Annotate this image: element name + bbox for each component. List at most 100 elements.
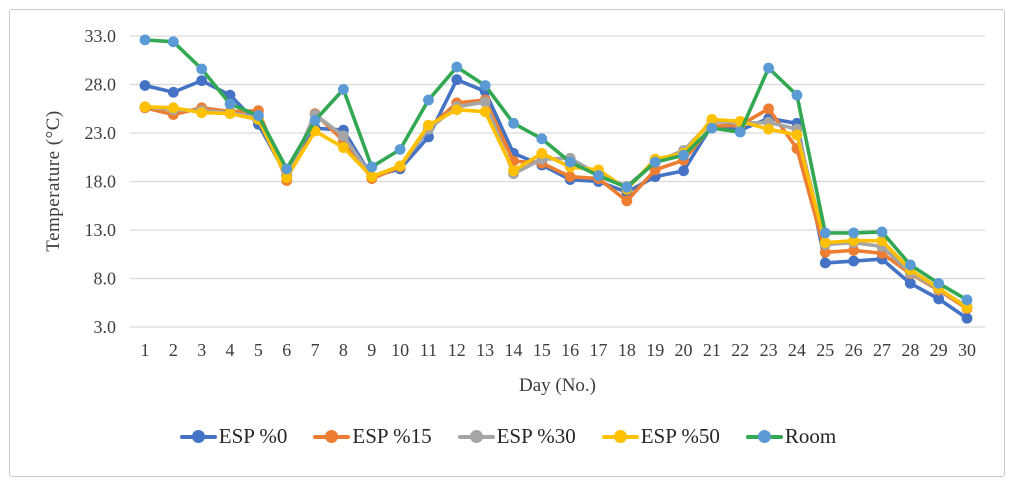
data-point-esp-15-day-16: [564, 171, 576, 183]
legend-label: ESP %50: [640, 424, 720, 448]
data-point-esp-15-day-23: [763, 103, 774, 115]
data-point-room-day-26: [848, 227, 860, 239]
legend-label: ESP %15: [352, 424, 432, 448]
legend-marker-icon: [745, 429, 783, 444]
data-point-room-day-24: [791, 89, 803, 101]
data-point-esp-50-day-1: [139, 101, 151, 113]
x-tick-label: 7: [311, 340, 320, 360]
x-tick-label: 18: [618, 340, 636, 360]
data-point-esp-15-day-25: [819, 246, 831, 258]
x-axis-title: Day (No.): [518, 375, 597, 396]
data-point-esp-0-day-26: [848, 255, 860, 267]
y-tick-label: 28.0: [85, 75, 117, 95]
data-point-esp-0-day-30: [961, 312, 973, 324]
data-point-esp-50-day-21: [706, 114, 718, 125]
data-point-room-day-18: [621, 181, 633, 193]
data-point-esp-50-day-9: [366, 171, 378, 183]
x-tick-label: 12: [448, 340, 466, 360]
data-point-esp-0-day-25: [819, 257, 831, 269]
data-point-esp-15-day-26: [848, 244, 860, 256]
legend-item-esp-15: ESP %15: [313, 424, 432, 448]
x-tick-label: 15: [533, 340, 551, 360]
y-tick-label: 8.0: [94, 269, 117, 289]
x-tick-label: 17: [590, 340, 608, 360]
data-point-room-day-5: [252, 110, 264, 121]
x-tick-label: 25: [816, 340, 834, 360]
x-tick-label: 22: [731, 340, 749, 360]
data-point-room-day-7: [309, 114, 321, 126]
data-point-esp-0-day-20: [678, 165, 689, 177]
data-point-room-day-16: [564, 156, 576, 168]
data-point-esp-15-day-19: [649, 164, 661, 176]
x-tick-label: 1: [141, 340, 150, 360]
legend-marker-icon: [179, 429, 217, 444]
x-tick-label: 11: [420, 340, 437, 360]
data-point-esp-50-day-2: [167, 102, 179, 114]
y-tick-label: 33.0: [85, 26, 117, 46]
x-tick-label: 2: [169, 340, 178, 360]
series-esp-0: [139, 74, 973, 324]
x-tick-label: 5: [254, 340, 263, 360]
data-point-room-day-21: [706, 122, 718, 134]
data-point-esp-50-day-10: [394, 160, 406, 172]
y-axis-tick-labels: 3.0 8.0 13.0 18.0 23.0 28.0 33.0: [85, 26, 117, 337]
data-point-room-day-20: [678, 149, 689, 161]
legend: ESP %0 ESP %15 ESP %30 ESP %50 Room: [0, 426, 1016, 447]
data-point-esp-50-day-6: [281, 172, 293, 184]
data-point-esp-50-day-23: [763, 123, 774, 135]
x-tick-label: 16: [561, 340, 579, 360]
series-line-esp-0: [143, 77, 969, 321]
x-axis-tick-labels: 1 2 3 4 5 6 7 8 9 10 11 12 13 14 15 16 17 18 19 20 21 22 23 24 2…: [141, 340, 977, 360]
x-tick-label: 6: [282, 340, 291, 360]
x-tick-label: 8: [339, 340, 348, 360]
y-tick-label: 18.0: [85, 172, 117, 192]
x-tick-label: 9: [367, 340, 376, 360]
data-point-room-day-27: [876, 226, 888, 238]
data-point-esp-50-day-3: [196, 107, 208, 119]
data-point-room-day-1: [139, 34, 151, 46]
legend-item-room: Room: [745, 424, 837, 448]
series-room: [139, 34, 973, 306]
y-tick-label: 13.0: [85, 220, 117, 240]
data-point-room-day-9: [366, 161, 378, 173]
x-tick-label: 29: [930, 340, 948, 360]
data-point-esp-15-day-18: [621, 195, 633, 207]
data-point-esp-30-day-8: [338, 130, 349, 142]
data-point-room-day-2: [167, 36, 179, 48]
data-point-room-day-14: [508, 117, 519, 129]
data-point-room-day-11: [423, 94, 434, 106]
legend-item-esp-50: ESP %50: [601, 424, 720, 448]
x-tick-label: 21: [703, 340, 721, 360]
data-point-room-day-6: [281, 163, 293, 175]
x-tick-label: 28: [901, 340, 919, 360]
data-point-esp-0-day-3: [196, 75, 208, 87]
data-point-esp-50-day-25: [819, 237, 831, 249]
data-point-esp-50-day-30: [961, 302, 973, 313]
gridlines: [130, 35, 985, 328]
data-point-room-day-15: [536, 133, 548, 145]
data-point-room-day-25: [819, 227, 831, 239]
x-tick-label: 27: [873, 340, 891, 360]
data-point-room-day-13: [479, 80, 491, 91]
data-point-esp-50-day-11: [423, 119, 434, 131]
data-point-esp-50-day-15: [536, 147, 548, 159]
series-lines: [139, 34, 973, 324]
data-point-room-day-29: [933, 277, 945, 289]
data-point-room-day-3: [196, 63, 208, 75]
x-tick-label: 13: [476, 340, 494, 360]
data-point-room-day-10: [394, 144, 406, 155]
x-tick-label: 19: [646, 340, 664, 360]
x-tick-label: 4: [226, 340, 235, 360]
data-point-esp-50-day-14: [508, 165, 519, 177]
data-point-esp-0-day-29: [933, 293, 945, 305]
legend-label: Room: [784, 424, 837, 448]
legend-marker-icon: [457, 429, 495, 444]
data-point-room-day-23: [763, 62, 774, 74]
data-point-esp-50-day-27: [876, 235, 888, 247]
y-axis-title: Temperature (°C): [43, 110, 64, 252]
x-tick-label: 24: [788, 340, 806, 360]
data-point-esp-0-day-1: [139, 80, 151, 91]
data-point-room-day-4: [224, 98, 236, 110]
x-tick-label: 20: [675, 340, 693, 360]
